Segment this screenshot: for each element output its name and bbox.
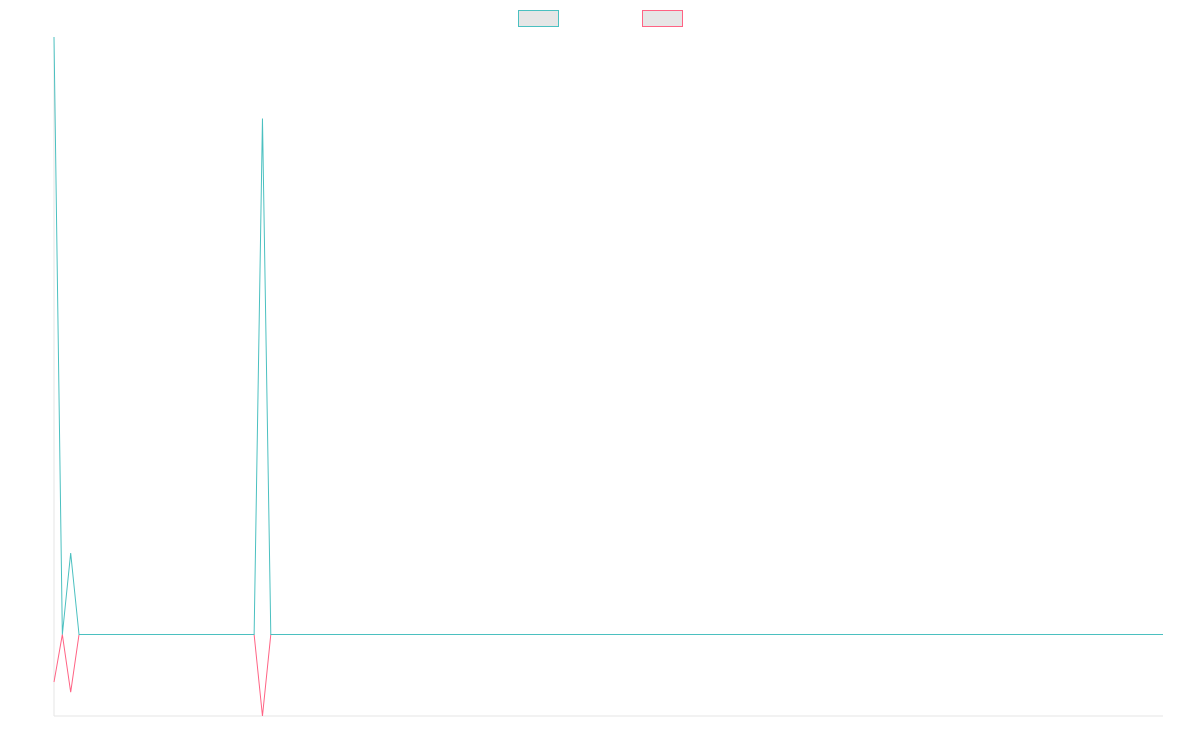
series-line-1 [53,36,1163,636]
series-line-2 [53,634,1163,717]
legend-swatch-1 [518,10,559,27]
legend-swatch-2 [642,10,683,27]
